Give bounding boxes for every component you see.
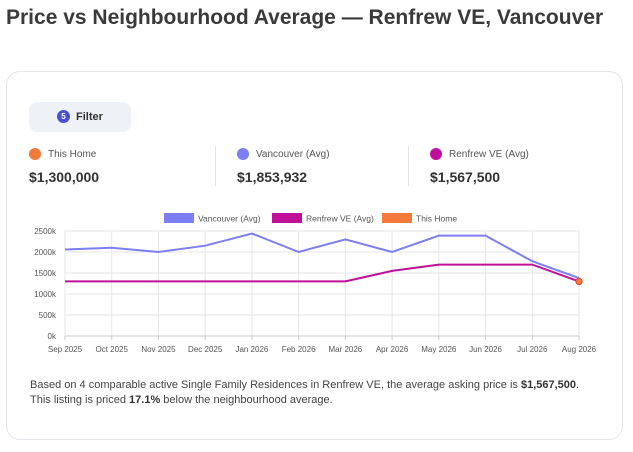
x-tick-label: Oct 2025 bbox=[95, 345, 128, 354]
stat-label: Vancouver (Avg) bbox=[256, 148, 330, 160]
x-tick-label: Sep 2025 bbox=[48, 345, 83, 354]
y-tick-label: 1000k bbox=[34, 290, 57, 299]
note-text: Based on 4 comparable active Single Fami… bbox=[30, 379, 521, 391]
x-tick-label: May 2026 bbox=[421, 345, 457, 354]
note-text: . This listing is priced bbox=[30, 379, 580, 406]
renfrew-dot-icon bbox=[430, 148, 442, 160]
y-tick-label: 2500k bbox=[34, 227, 57, 236]
page-title: Price vs Neighbourhood Average — Renfrew… bbox=[6, 6, 604, 29]
this-home-dot-icon bbox=[29, 148, 41, 160]
y-tick-label: 500k bbox=[39, 311, 57, 320]
stat-renfrew-avg: Renfrew VE (Avg) $1,567,500 bbox=[430, 148, 529, 185]
legend-label: This Home bbox=[416, 214, 457, 224]
x-tick-label: Jun 2026 bbox=[469, 345, 502, 354]
filter-label: Filter bbox=[76, 111, 103, 123]
stat-divider bbox=[408, 146, 409, 186]
x-tick-label: Nov 2025 bbox=[141, 345, 176, 354]
summary-note: Based on 4 comparable active Single Fami… bbox=[30, 378, 590, 408]
x-tick-label: Jan 2026 bbox=[235, 345, 268, 354]
x-tick-label: Jul 2026 bbox=[517, 345, 548, 354]
filter-count-badge: 5 bbox=[57, 110, 70, 123]
stat-label: Renfrew VE (Avg) bbox=[449, 148, 529, 160]
legend-label: Renfrew VE (Avg) bbox=[306, 214, 374, 224]
legend-swatch bbox=[164, 213, 194, 223]
legend-swatch bbox=[382, 213, 412, 223]
stat-label: This Home bbox=[48, 148, 97, 160]
y-tick-label: 2000k bbox=[34, 248, 57, 257]
stat-value: $1,300,000 bbox=[29, 169, 100, 185]
stat-value: $1,853,932 bbox=[237, 169, 308, 185]
x-tick-label: Mar 2026 bbox=[328, 345, 362, 354]
x-tick-label: Dec 2025 bbox=[188, 345, 223, 354]
x-tick-label: Feb 2026 bbox=[282, 345, 316, 354]
y-tick-label: 0k bbox=[48, 332, 57, 341]
y-tick-label: 1500k bbox=[34, 269, 57, 278]
note-percent: 17.1% bbox=[129, 394, 161, 406]
stat-vancouver-avg: Vancouver (Avg) $1,853,932 bbox=[237, 148, 330, 185]
this-home-point bbox=[575, 277, 583, 285]
stat-value: $1,567,500 bbox=[430, 169, 501, 185]
series-line-0 bbox=[64, 232, 580, 279]
stat-divider bbox=[215, 146, 216, 186]
x-tick-label: Apr 2026 bbox=[376, 345, 409, 354]
note-text: below the neighbourhood average. bbox=[160, 394, 333, 406]
note-avg-price: $1,567,500 bbox=[520, 379, 577, 391]
legend-swatch bbox=[272, 213, 302, 223]
filter-button[interactable]: 5 Filter bbox=[29, 102, 131, 132]
stat-this-home: This Home $1,300,000 bbox=[29, 148, 99, 185]
series-line-1 bbox=[65, 263, 580, 283]
x-tick-label: Aug 2026 bbox=[562, 345, 597, 354]
legend-label: Vancouver (Avg) bbox=[198, 214, 261, 224]
vancouver-dot-icon bbox=[237, 148, 249, 160]
